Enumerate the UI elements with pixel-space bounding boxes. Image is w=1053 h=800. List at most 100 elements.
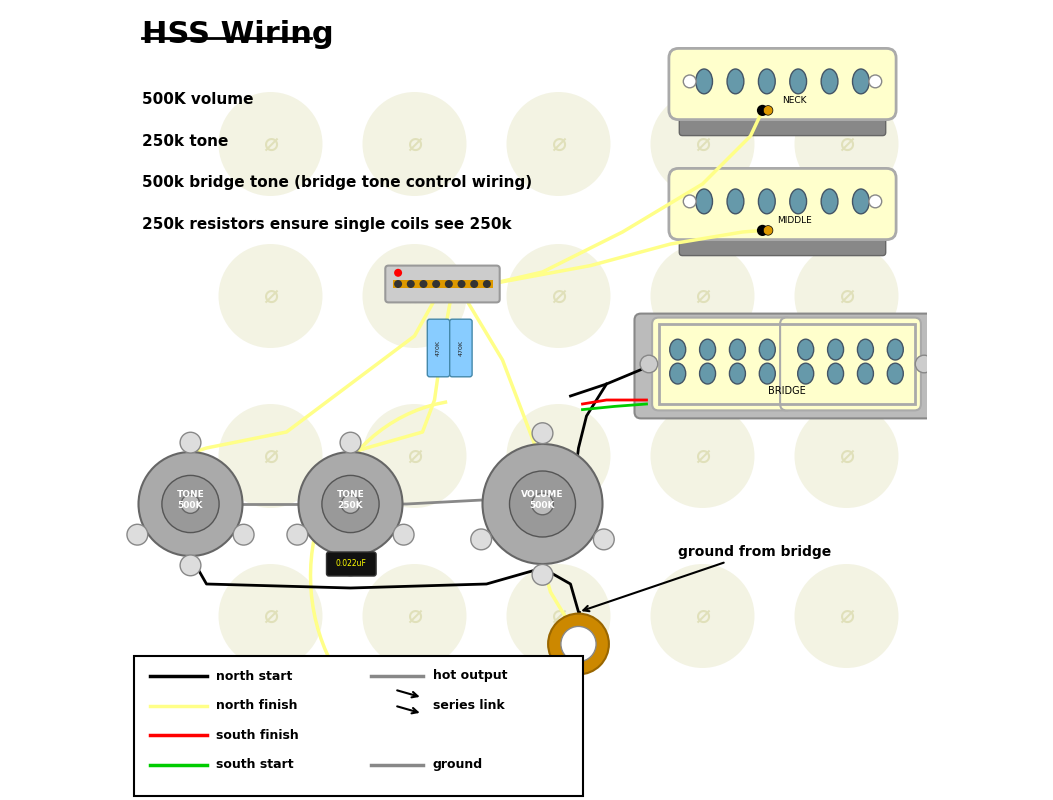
Text: ⌀: ⌀ (839, 132, 854, 156)
Circle shape (594, 529, 614, 550)
FancyBboxPatch shape (679, 215, 886, 256)
Text: HSS Wiring: HSS Wiring (142, 20, 334, 49)
Ellipse shape (670, 339, 686, 360)
Circle shape (532, 493, 553, 515)
Ellipse shape (727, 69, 743, 94)
Text: ⌀: ⌀ (408, 604, 422, 628)
Text: ⌀: ⌀ (839, 444, 854, 468)
Circle shape (162, 475, 219, 533)
Text: 250k resistors ensure single coils see 250k: 250k resistors ensure single coils see 2… (142, 217, 512, 232)
Text: NECK: NECK (782, 96, 807, 105)
Circle shape (180, 432, 201, 453)
Circle shape (795, 404, 898, 508)
Text: ground from bridge: ground from bridge (583, 545, 832, 611)
Text: 500k bridge tone (bridge tone control wiring): 500k bridge tone (bridge tone control wi… (142, 175, 533, 190)
Circle shape (394, 269, 402, 277)
Circle shape (340, 432, 361, 453)
Ellipse shape (670, 363, 686, 384)
Circle shape (651, 92, 755, 196)
FancyBboxPatch shape (428, 319, 450, 377)
Circle shape (219, 404, 322, 508)
Text: ⌀: ⌀ (263, 284, 278, 308)
Bar (658, 324, 914, 404)
Bar (393, 280, 493, 288)
Text: ⌀: ⌀ (695, 444, 710, 468)
Ellipse shape (888, 339, 903, 360)
Ellipse shape (821, 189, 838, 214)
Text: ⌀: ⌀ (408, 284, 422, 308)
Circle shape (795, 92, 898, 196)
Circle shape (341, 494, 360, 514)
Ellipse shape (853, 189, 870, 214)
Text: 500K volume: 500K volume (142, 92, 254, 107)
Circle shape (287, 524, 307, 545)
Text: north start: north start (216, 670, 293, 682)
Circle shape (419, 280, 428, 288)
Circle shape (298, 452, 402, 556)
Ellipse shape (730, 339, 746, 360)
Text: ⌀: ⌀ (263, 132, 278, 156)
Ellipse shape (888, 363, 903, 384)
FancyBboxPatch shape (450, 319, 472, 377)
Text: ⌀: ⌀ (839, 604, 854, 628)
Circle shape (139, 452, 242, 556)
Text: 470K: 470K (436, 340, 441, 356)
Text: MIDDLE: MIDDLE (777, 216, 812, 225)
Text: 470K: 470K (458, 340, 463, 356)
FancyBboxPatch shape (669, 48, 896, 119)
Circle shape (458, 280, 465, 288)
FancyBboxPatch shape (780, 318, 921, 410)
Circle shape (506, 404, 611, 508)
Text: ⌀: ⌀ (263, 604, 278, 628)
Ellipse shape (821, 69, 838, 94)
Text: south finish: south finish (216, 729, 299, 742)
Circle shape (561, 626, 596, 662)
Circle shape (532, 565, 553, 586)
Text: ⌀: ⌀ (695, 604, 710, 628)
Circle shape (219, 564, 322, 668)
Circle shape (362, 92, 466, 196)
Circle shape (432, 280, 440, 288)
Circle shape (471, 280, 478, 288)
Circle shape (683, 195, 696, 208)
Circle shape (757, 225, 768, 236)
Text: 250k tone: 250k tone (142, 134, 229, 149)
Circle shape (510, 471, 576, 537)
Circle shape (651, 404, 755, 508)
Circle shape (651, 564, 755, 668)
Ellipse shape (696, 189, 713, 214)
Ellipse shape (758, 189, 775, 214)
Circle shape (795, 564, 898, 668)
Circle shape (482, 444, 602, 564)
Circle shape (322, 475, 379, 533)
Circle shape (180, 555, 201, 576)
Ellipse shape (828, 363, 843, 384)
Text: VOLUME
500K: VOLUME 500K (521, 490, 563, 510)
Ellipse shape (696, 69, 713, 94)
FancyBboxPatch shape (679, 95, 886, 135)
Ellipse shape (790, 189, 807, 214)
Text: TONE
500K: TONE 500K (177, 490, 204, 510)
Circle shape (869, 75, 881, 88)
Ellipse shape (857, 339, 873, 360)
Ellipse shape (699, 363, 716, 384)
Ellipse shape (759, 339, 775, 360)
FancyBboxPatch shape (385, 266, 500, 302)
Circle shape (233, 524, 254, 545)
Circle shape (127, 524, 147, 545)
FancyBboxPatch shape (635, 314, 938, 418)
Ellipse shape (853, 69, 870, 94)
Text: ⌀: ⌀ (408, 132, 422, 156)
Text: BRIDGE: BRIDGE (768, 386, 806, 396)
FancyBboxPatch shape (326, 552, 376, 576)
Circle shape (394, 280, 402, 288)
Circle shape (683, 75, 696, 88)
Text: series link: series link (433, 699, 504, 712)
Ellipse shape (699, 339, 716, 360)
Ellipse shape (798, 339, 814, 360)
Ellipse shape (730, 363, 746, 384)
Text: ⌀: ⌀ (551, 284, 567, 308)
Circle shape (219, 92, 322, 196)
Circle shape (219, 244, 322, 348)
Circle shape (869, 195, 881, 208)
